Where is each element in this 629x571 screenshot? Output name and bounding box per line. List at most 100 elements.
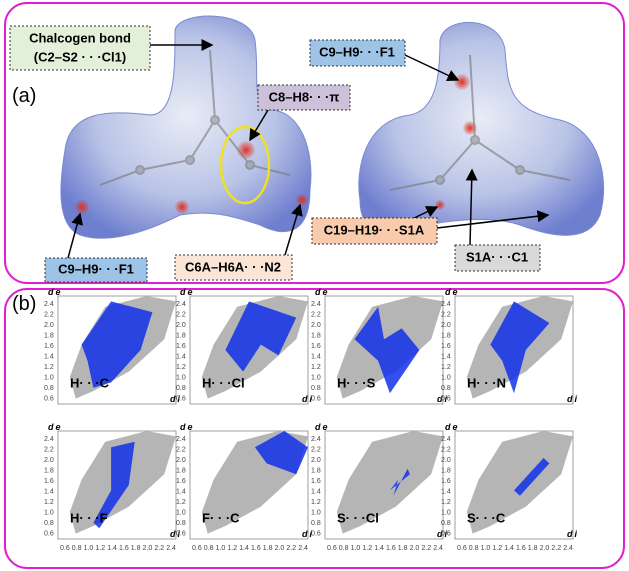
panel-b-frame — [4, 288, 625, 569]
y-tick-label: 1.8 — [311, 467, 321, 474]
x-tick-label: 1.0 — [351, 545, 361, 552]
callout-text: (C2–S2 · · ·Cl1) — [34, 49, 126, 64]
y-tick-label: 0.8 — [44, 385, 54, 392]
y-tick-label: 1.2 — [311, 364, 321, 371]
x-tick-label: 1.8 — [398, 545, 408, 552]
y-tick-label: 1.4 — [44, 488, 54, 495]
y-tick-label: 1.6 — [441, 343, 451, 350]
x-tick-label: 0.6 — [327, 545, 337, 552]
axis-symbol: d — [567, 529, 573, 539]
y-tick-label: 1.2 — [441, 499, 451, 506]
x-tick-label: 1.2 — [95, 545, 105, 552]
y-tick-label: 2.2 — [311, 311, 321, 318]
y-tick-label: 2.2 — [176, 311, 186, 318]
x-tick-label: 2.4 — [298, 545, 308, 552]
grey-region — [336, 431, 443, 534]
x-tick-label: 1.4 — [239, 545, 249, 552]
y-tick-label: 2.0 — [44, 457, 54, 464]
x-tick-label: 1.2 — [227, 545, 237, 552]
axis-subscript: e — [56, 422, 61, 432]
blue-region — [254, 431, 308, 475]
y-tick-label: 1.8 — [176, 332, 186, 339]
y-tick-label: 2.0 — [441, 322, 451, 329]
y-tick-label: 1.0 — [441, 374, 451, 381]
x-tick-label: 1.6 — [251, 545, 261, 552]
x-tick-label: 1.2 — [362, 545, 372, 552]
fingerprint-plot: 2.42.22.01.81.61.41.21.00.80.6d ed iH· · ·… — [44, 287, 181, 405]
axis-subscript: i — [575, 529, 578, 539]
y-tick-label: 1.6 — [311, 478, 321, 485]
y-tick-label: 0.6 — [176, 530, 186, 537]
y-tick-label: 0.6 — [441, 395, 451, 402]
y-tick-label: 0.8 — [44, 520, 54, 527]
x-tick-label: 1.6 — [516, 545, 526, 552]
y-tick-label: 1.8 — [311, 332, 321, 339]
axis-subscript: i — [310, 529, 313, 539]
axis-symbol: d — [170, 529, 176, 539]
plot-label: S· · ·C — [467, 510, 506, 525]
y-tick-label: 2.2 — [44, 446, 54, 453]
y-tick-label: 2.4 — [44, 301, 54, 308]
axis-subscript: i — [310, 394, 313, 404]
x-tick-label: 1.6 — [119, 545, 129, 552]
y-tick-label: 1.0 — [176, 374, 186, 381]
y-tick-label: 1.4 — [311, 353, 321, 360]
callout-box — [257, 84, 351, 111]
y-tick-label: 1.2 — [176, 364, 186, 371]
callout-box — [311, 217, 438, 245]
x-tick-label: 0.8 — [339, 545, 349, 552]
y-tick-label: 1.2 — [441, 364, 451, 371]
axis-symbol: d — [48, 422, 54, 432]
x-tick-label: 1.8 — [263, 545, 273, 552]
y-tick-label: 1.4 — [176, 353, 186, 360]
axis-subscript: i — [445, 394, 448, 404]
x-tick-label: 2.0 — [275, 545, 285, 552]
y-tick-label: 0.6 — [441, 530, 451, 537]
axis-symbol: d — [170, 394, 176, 404]
y-tick-label: 1.6 — [311, 343, 321, 350]
y-tick-label: 1.0 — [311, 509, 321, 516]
x-tick-label: 1.8 — [528, 545, 538, 552]
x-tick-label: 1.4 — [374, 545, 384, 552]
fingerprint-plot: 2.42.22.01.81.61.41.21.00.80.6d ed iH· · ·… — [441, 287, 578, 405]
y-tick-label: 1.8 — [44, 332, 54, 339]
plot-label: H· · ·C — [70, 375, 110, 390]
callout-box — [44, 257, 148, 283]
callout-box — [174, 254, 293, 281]
y-tick-label: 2.0 — [176, 457, 186, 464]
y-tick-label: 2.4 — [311, 301, 321, 308]
axis-symbol: d — [437, 394, 443, 404]
x-tick-label: 0.6 — [457, 545, 467, 552]
y-tick-label: 1.2 — [176, 499, 186, 506]
x-tick-label: 0.6 — [60, 545, 70, 552]
y-tick-label: 1.2 — [44, 499, 54, 506]
x-tick-label: 2.0 — [540, 545, 550, 552]
y-tick-label: 1.6 — [441, 478, 451, 485]
axis-subscript: i — [445, 529, 448, 539]
axis-symbol: d — [567, 394, 573, 404]
axis-symbol: d — [48, 287, 54, 297]
y-tick-label: 2.4 — [44, 436, 54, 443]
plot-label: H· · ·F — [70, 510, 108, 525]
y-tick-label: 1.0 — [176, 509, 186, 516]
callout-text: Chalcogen bond — [29, 30, 131, 45]
x-tick-label: 1.4 — [107, 545, 117, 552]
callout-text: C8–H8· · ·π — [269, 89, 340, 104]
y-tick-label: 1.0 — [311, 374, 321, 381]
axis-subscript: e — [323, 287, 328, 297]
axis-subscript: e — [323, 422, 328, 432]
axis-symbol: d — [302, 529, 308, 539]
y-tick-label: 2.2 — [441, 446, 451, 453]
hirshfeld-surface — [60, 15, 312, 239]
y-tick-label: 1.6 — [44, 478, 54, 485]
y-tick-label: 1.2 — [311, 499, 321, 506]
x-tick-label: 2.2 — [154, 545, 164, 552]
y-tick-label: 1.0 — [44, 509, 54, 516]
y-tick-label: 2.4 — [176, 301, 186, 308]
y-tick-label: 2.4 — [176, 436, 186, 443]
axis-subscript: i — [178, 394, 181, 404]
